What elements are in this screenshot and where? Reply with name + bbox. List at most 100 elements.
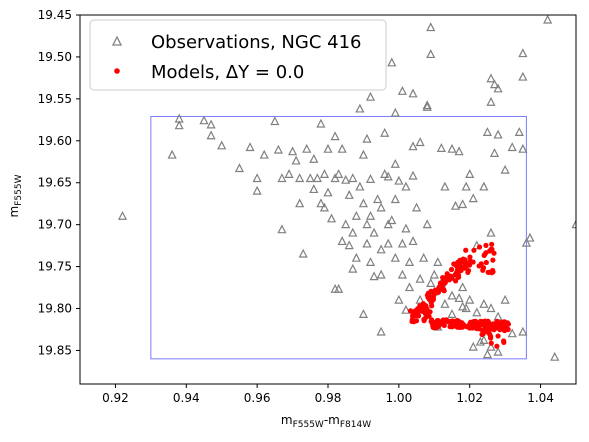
observation-point xyxy=(351,252,361,262)
observation-point xyxy=(482,127,493,137)
observation-point xyxy=(270,116,280,126)
observation-point xyxy=(305,173,315,183)
model-point xyxy=(408,308,414,314)
observation-point xyxy=(355,181,365,191)
model-point xyxy=(444,317,450,323)
x-tick-label: 1.00 xyxy=(385,391,412,405)
x-tick-label: 0.98 xyxy=(315,391,342,405)
observation-point xyxy=(401,223,411,233)
model-point xyxy=(480,265,487,271)
observation-point xyxy=(486,303,496,313)
observations-series xyxy=(117,15,576,361)
observation-point xyxy=(309,153,319,163)
model-point xyxy=(480,331,486,337)
model-point xyxy=(492,322,498,328)
model-point xyxy=(421,316,427,322)
y-tick-label: 19.60 xyxy=(38,134,72,148)
observation-point xyxy=(383,171,393,181)
observation-point xyxy=(284,169,294,178)
model-point xyxy=(444,271,450,277)
observation-point xyxy=(404,257,415,266)
observation-point xyxy=(358,198,369,208)
observation-point xyxy=(468,341,478,351)
observation-point xyxy=(245,142,255,152)
observation-point xyxy=(341,174,351,184)
observation-point xyxy=(404,282,415,292)
observation-point xyxy=(458,301,468,311)
observation-point xyxy=(426,49,436,59)
observation-point xyxy=(362,133,372,143)
observation-point xyxy=(341,219,351,229)
observation-point xyxy=(458,199,468,209)
observation-point xyxy=(507,328,517,338)
model-point xyxy=(490,257,496,263)
observation-point xyxy=(174,120,184,130)
observation-point xyxy=(429,269,439,279)
observation-point xyxy=(411,202,422,212)
observation-point xyxy=(525,232,535,242)
model-point xyxy=(455,272,462,279)
legend: Observations, NGC 416 Models, ΔY = 0.0 xyxy=(89,19,387,91)
model-point xyxy=(412,308,419,314)
x-tick-label: 1.02 xyxy=(456,391,483,405)
x-axis: 0.92 0.94 0.96 0.98 1.00 1.02 1.04 xyxy=(102,384,554,405)
observation-point xyxy=(334,169,344,178)
observation-point xyxy=(380,127,390,137)
observation-point xyxy=(461,303,471,313)
model-point xyxy=(469,323,475,329)
observation-point xyxy=(500,294,510,304)
observation-point xyxy=(252,173,262,183)
observation-point xyxy=(387,215,397,225)
observation-point xyxy=(277,224,287,234)
observation-point xyxy=(319,202,330,212)
observation-point xyxy=(401,181,411,191)
observation-point xyxy=(500,164,510,174)
model-point xyxy=(456,268,462,274)
observation-point xyxy=(358,149,369,159)
legend-triangle-marker xyxy=(111,35,123,46)
observation-point xyxy=(518,143,528,153)
observation-point xyxy=(362,238,372,248)
model-point xyxy=(479,321,485,328)
observation-point xyxy=(482,349,493,359)
observation-point xyxy=(454,293,464,303)
observation-point xyxy=(426,22,436,32)
model-point xyxy=(453,319,459,326)
observation-point xyxy=(337,143,347,153)
observation-point xyxy=(489,79,500,89)
model-point xyxy=(418,306,424,312)
observation-point xyxy=(167,149,177,159)
observation-point xyxy=(493,129,503,139)
observation-point xyxy=(401,304,411,314)
model-point xyxy=(447,324,453,330)
model-point xyxy=(501,339,507,345)
observation-point xyxy=(330,173,340,183)
observation-point xyxy=(376,202,386,212)
model-point xyxy=(491,250,497,256)
observation-point xyxy=(273,144,283,154)
model-point xyxy=(428,318,434,325)
model-point xyxy=(428,300,434,306)
observation-point xyxy=(287,146,298,156)
observation-point xyxy=(518,48,528,58)
observation-point xyxy=(454,146,464,156)
observation-point xyxy=(259,149,269,159)
plot-area xyxy=(79,14,577,385)
y-tick-label: 19.80 xyxy=(38,302,72,316)
x-tick-label: 0.92 xyxy=(102,391,129,405)
observation-point xyxy=(323,143,333,153)
observation-point xyxy=(390,252,400,262)
observation-point xyxy=(521,237,531,247)
model-point xyxy=(476,244,483,250)
observation-point xyxy=(426,278,436,287)
model-point xyxy=(483,242,489,248)
y-tick-label: 19.55 xyxy=(38,92,72,106)
observation-point xyxy=(369,271,379,281)
model-point xyxy=(488,340,494,346)
y-tick-label: 19.75 xyxy=(38,260,72,274)
model-point xyxy=(462,265,468,271)
observation-point xyxy=(408,88,418,98)
observation-point xyxy=(334,283,344,293)
observation-point xyxy=(447,309,457,318)
model-point xyxy=(424,307,430,313)
